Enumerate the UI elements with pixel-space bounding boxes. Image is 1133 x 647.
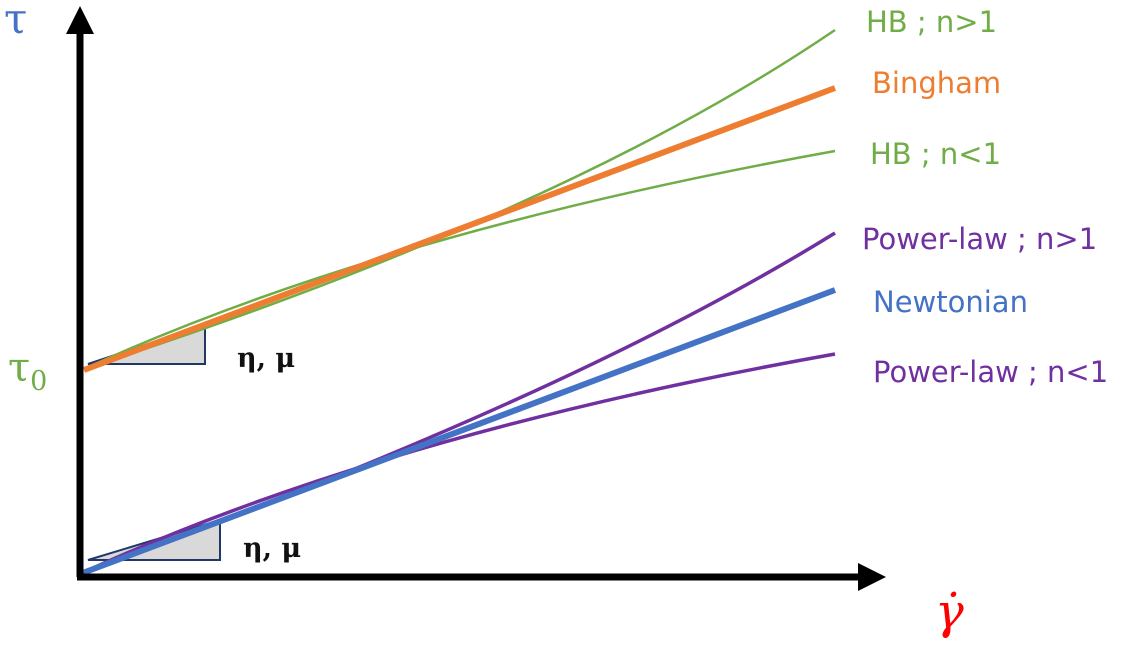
slope-label-upper: η, μ — [237, 343, 296, 374]
y-axis-symbol: τ — [4, 0, 28, 43]
curve-hb-n-gt-1 — [83, 28, 836, 371]
curve-bingham — [82, 85, 837, 373]
curve-label-powerlaw-n-lt-1: Power-law ; n<1 — [873, 355, 1109, 389]
x-axis-symbol: γ̇ — [935, 584, 964, 640]
curve-newtonian — [78, 287, 837, 577]
slope-label-lower: η, μ — [243, 533, 302, 564]
curve-powerlaw-n-gt-1 — [79, 231, 836, 576]
y-axis-arrowhead — [66, 6, 94, 34]
x-axis-arrowhead — [858, 563, 886, 591]
curve-label-bingham: Bingham — [872, 66, 1002, 100]
curve-label-hb-n-lt-1: HB ; n<1 — [870, 137, 1002, 171]
curve-label-powerlaw-n-gt-1: Power-law ; n>1 — [862, 222, 1098, 256]
curve-label-hb-n-gt-1: HB ; n>1 — [866, 5, 998, 39]
yield-stress-label: τ0 — [8, 348, 47, 395]
yield-stress-symbol: τ — [8, 345, 31, 391]
yield-stress-subscript: 0 — [30, 366, 48, 397]
curve-label-newtonian: Newtonian — [873, 285, 1028, 319]
